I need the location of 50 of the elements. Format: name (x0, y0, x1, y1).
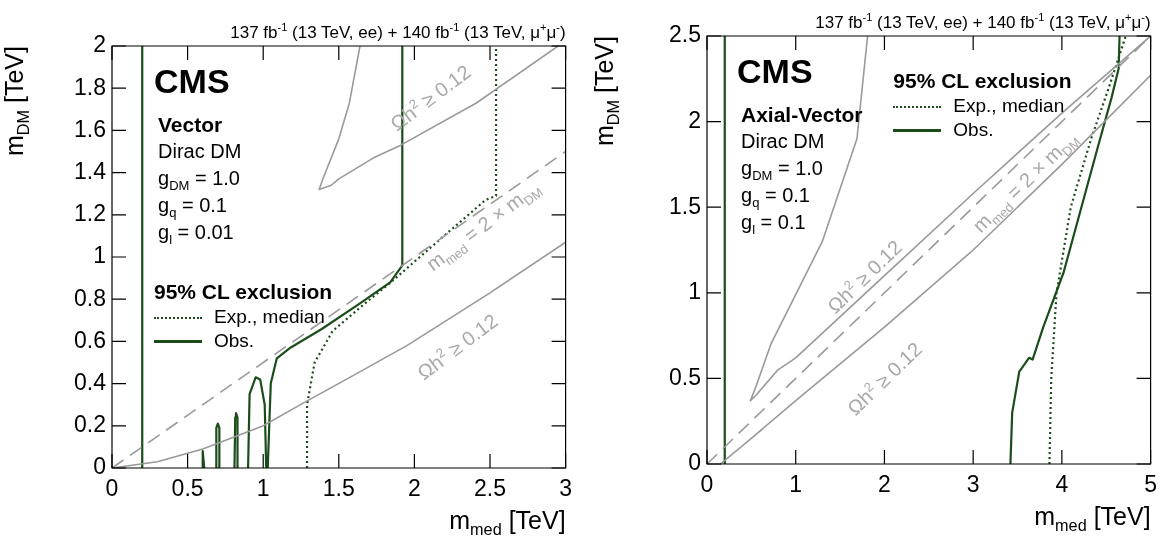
x-tick-label: 2.5 (474, 475, 506, 502)
x-tick-label: 4 (1055, 471, 1069, 498)
x-tick-label: 1.5 (322, 475, 355, 502)
x-axis-title: m$_{med}$ [TeV] (449, 506, 566, 538)
legend-label: Obs. (214, 330, 255, 351)
x-tick-label: 5 (1144, 471, 1157, 498)
y-tick-label: 2 (93, 31, 106, 58)
annotation: g$_{DM}$ = 1.0 (741, 157, 823, 183)
annotation: g$_{l}$ = 0.1 (741, 211, 806, 237)
y-tick-label: 2.5 (669, 21, 701, 48)
annotation: CMS (737, 52, 813, 90)
x-tick-label: 1 (256, 475, 270, 502)
legend-title: 95% CL exclusion (154, 279, 333, 305)
legend-label: Exp., median (953, 95, 1065, 117)
y-tick-label: 0.2 (74, 411, 106, 438)
y-tick-label: 0.8 (74, 284, 106, 311)
y-tick-label: 1 (93, 242, 106, 269)
y-tick-label: 0.5 (669, 363, 701, 390)
legend-title: 95% CL exclusion (893, 68, 1072, 94)
y-tick-label: 1.4 (74, 157, 107, 184)
x-axis-title: m$_{med}$ [TeV] (1034, 502, 1151, 534)
text: 137 fb$^{-1}$ (13 TeV, ee) + 140 fb$^{-1}$ (13 TeV, μ$^{+}$μ$^{-}$) (230, 21, 566, 42)
x-tick-label: 2 (878, 471, 891, 498)
annotation: g$_{DM}$ = 1.0 (158, 167, 240, 193)
x-tick-label: 0.5 (171, 475, 204, 502)
y-tick-label: 1.5 (669, 192, 701, 219)
annotation: g$_{l}$ = 0.01 (158, 221, 234, 247)
annotation: g$_{q}$ = 0.1 (158, 194, 227, 220)
x-tick-label: 3 (559, 475, 572, 502)
x-tick-label: 2 (408, 475, 421, 502)
annotation: Dirac DM (158, 140, 242, 162)
annotation: g$_{q}$ = 0.1 (741, 184, 810, 210)
legend-label: Obs. (953, 119, 994, 140)
x-tick-label: 1 (789, 471, 803, 498)
annotation: Vector (158, 113, 223, 136)
y-tick-label: 0.6 (74, 326, 106, 353)
y-tick-label: 1 (688, 278, 701, 305)
annotation: Axial-Vector (741, 103, 863, 126)
y-tick-label: 0.4 (74, 368, 107, 395)
y-tick-label: 1.2 (74, 200, 106, 227)
legend-label: Exp., median (214, 306, 325, 328)
y-tick-label: 2 (688, 106, 701, 133)
annotation: CMS (154, 62, 230, 100)
x-tick-label: 3 (966, 471, 980, 498)
annotation: Dirac DM (741, 130, 825, 152)
text: 137 fb$^{-1}$ (13 TeV, ee) + 140 fb$^{-1}$ (13 TeV, μ$^{+}$μ$^{-}$) (815, 11, 1151, 32)
y-tick-label: 1.8 (74, 73, 106, 100)
y-tick-label: 0 (688, 449, 701, 476)
y-tick-label: 0 (93, 453, 106, 480)
y-tick-label: 1.6 (74, 115, 106, 142)
